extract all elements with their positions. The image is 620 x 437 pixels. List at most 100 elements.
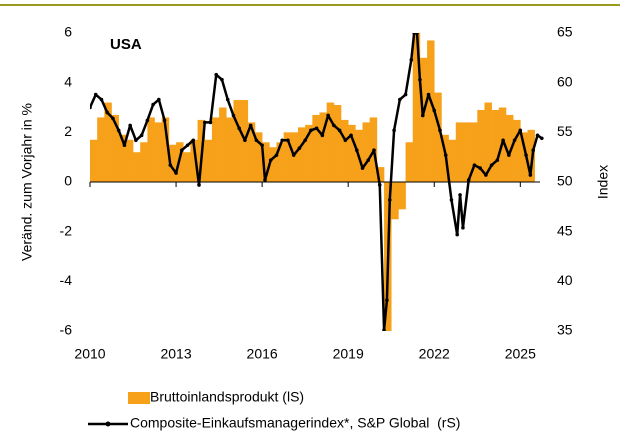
bar bbox=[484, 102, 492, 182]
line-point bbox=[495, 158, 500, 162]
line-point bbox=[254, 138, 259, 143]
line-point bbox=[366, 158, 371, 162]
bar bbox=[491, 109, 500, 182]
bar bbox=[470, 122, 478, 182]
line-point bbox=[372, 148, 376, 153]
y2-tick-label: 40 bbox=[557, 272, 573, 288]
bar bbox=[448, 139, 457, 182]
bar bbox=[305, 124, 313, 182]
line-point bbox=[297, 146, 302, 151]
bar bbox=[233, 100, 241, 182]
line-point bbox=[415, 33, 419, 35]
line-point bbox=[214, 72, 219, 77]
line-point bbox=[458, 193, 462, 197]
line-point bbox=[409, 58, 414, 62]
y-tick-label: 4 bbox=[64, 73, 72, 89]
x-tick-label: 2025 bbox=[505, 346, 536, 362]
bar bbox=[319, 112, 327, 182]
line-point bbox=[403, 92, 408, 97]
bar bbox=[348, 124, 356, 182]
y2-tick-label: 45 bbox=[557, 222, 573, 238]
y2-tick-label: 35 bbox=[557, 322, 573, 338]
y-tick-label: 0 bbox=[64, 173, 72, 189]
line-point bbox=[291, 153, 296, 157]
line-point bbox=[489, 163, 494, 167]
line-point bbox=[360, 166, 365, 170]
x-tick-label: 2016 bbox=[247, 346, 278, 362]
line-point bbox=[528, 173, 533, 177]
line-point bbox=[412, 33, 416, 35]
bar bbox=[125, 139, 134, 182]
line-point bbox=[501, 138, 505, 143]
line-point bbox=[382, 328, 386, 331]
bar bbox=[455, 122, 464, 182]
line-point bbox=[260, 143, 264, 148]
bar bbox=[269, 147, 277, 182]
line-point bbox=[472, 163, 477, 167]
bar bbox=[427, 40, 435, 183]
line-point bbox=[377, 183, 382, 187]
bar bbox=[391, 182, 399, 220]
line-point bbox=[151, 102, 155, 107]
line-point bbox=[461, 225, 465, 230]
bar bbox=[412, 33, 421, 182]
bar bbox=[226, 117, 234, 182]
bar bbox=[376, 167, 385, 182]
line-point bbox=[535, 133, 540, 138]
line-point bbox=[309, 128, 313, 133]
line-point bbox=[449, 198, 454, 202]
line-point bbox=[326, 113, 330, 118]
y2-tick-label: 50 bbox=[557, 173, 573, 189]
line-point bbox=[263, 178, 267, 182]
bar bbox=[520, 132, 528, 182]
chart-title: USA bbox=[110, 36, 142, 53]
y-tick-label: -6 bbox=[60, 322, 73, 338]
line-point bbox=[157, 97, 161, 102]
x-tick-label: 2013 bbox=[160, 346, 191, 362]
line-point bbox=[162, 118, 167, 123]
line-point bbox=[105, 110, 110, 115]
legend-label: Bruttoinlandsprodukt (lS) bbox=[150, 389, 304, 405]
line-point bbox=[274, 153, 279, 157]
bar bbox=[190, 139, 198, 182]
line-point bbox=[174, 171, 178, 175]
line-point bbox=[90, 105, 92, 110]
y2-tick-label: 65 bbox=[557, 24, 573, 40]
bar bbox=[362, 122, 371, 182]
line-point bbox=[139, 133, 144, 138]
y-tick-label: 2 bbox=[64, 123, 72, 139]
line-point bbox=[220, 77, 224, 82]
bar bbox=[527, 129, 535, 182]
line-point bbox=[438, 128, 442, 133]
bar bbox=[290, 132, 299, 182]
bar bbox=[204, 139, 213, 182]
bar bbox=[118, 134, 127, 182]
line-point bbox=[466, 178, 471, 182]
y-tick-label: 6 bbox=[64, 24, 72, 40]
line-point bbox=[303, 138, 307, 143]
bar bbox=[111, 114, 119, 182]
bar bbox=[154, 122, 163, 182]
bar bbox=[168, 144, 177, 182]
line-point bbox=[286, 138, 290, 143]
line-point bbox=[398, 97, 402, 102]
y2-tick-label: 55 bbox=[557, 123, 573, 139]
x-tick-label: 2022 bbox=[419, 346, 450, 362]
bar bbox=[147, 117, 155, 182]
line-point bbox=[420, 113, 425, 118]
line-point bbox=[185, 143, 190, 148]
bar bbox=[183, 152, 191, 182]
line-point bbox=[507, 153, 511, 157]
legend-label: Composite-Einkaufsmanagerindex*, S&P Glo… bbox=[130, 415, 460, 431]
bar bbox=[219, 107, 227, 182]
line-point bbox=[116, 128, 121, 133]
line-point bbox=[168, 163, 173, 167]
line-point bbox=[99, 97, 104, 102]
x-tick-label: 2010 bbox=[74, 346, 105, 362]
line-point bbox=[432, 108, 437, 113]
line-point bbox=[518, 128, 523, 133]
bar bbox=[513, 119, 521, 182]
bar bbox=[333, 105, 342, 182]
line-point bbox=[531, 148, 536, 153]
y2-axis-label: Index bbox=[595, 165, 611, 199]
